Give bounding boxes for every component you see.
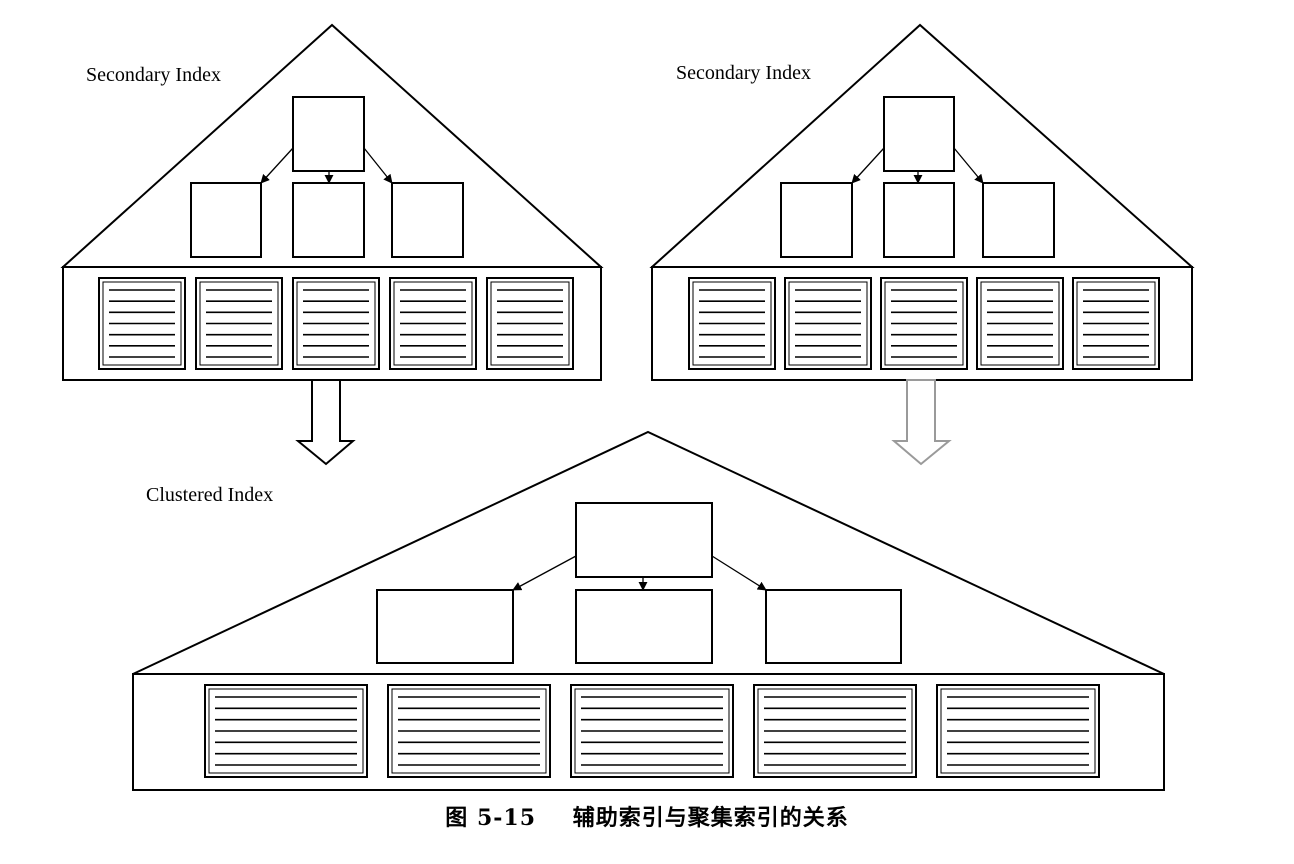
left-child-node bbox=[292, 182, 365, 258]
left-root-node bbox=[292, 96, 365, 172]
figure-number: 图 5-15 bbox=[445, 805, 537, 831]
lookup-arrow-right bbox=[891, 379, 952, 466]
clustered-child-node bbox=[376, 589, 514, 664]
leaf-page bbox=[98, 277, 186, 370]
left-child-node bbox=[391, 182, 464, 258]
clustered-index: Clustered Index bbox=[132, 430, 1165, 791]
secondary-index-left-label: Secondary Index bbox=[86, 64, 221, 86]
right-pointer-arrow bbox=[953, 147, 984, 184]
leaf-page bbox=[486, 277, 574, 370]
leaf-page-inner-border bbox=[692, 281, 772, 366]
leaf-page bbox=[1072, 277, 1160, 370]
leaf-page bbox=[753, 684, 917, 778]
leaf-page bbox=[880, 277, 968, 370]
clustered-leaf-pages bbox=[204, 684, 1100, 778]
leaf-page bbox=[936, 684, 1100, 778]
clustered-index-leaf-level bbox=[132, 673, 1165, 791]
clustered-child-node bbox=[575, 589, 713, 664]
leaf-page-inner-border bbox=[980, 281, 1060, 366]
left-pointer-arrow bbox=[363, 147, 393, 184]
leaf-page-inner-border bbox=[574, 688, 730, 774]
leaf-page bbox=[204, 684, 368, 778]
leaf-page bbox=[387, 684, 551, 778]
secondary-index-left: Secondary Index bbox=[60, 23, 604, 381]
leaf-page-inner-border bbox=[393, 281, 473, 366]
leaf-page bbox=[784, 277, 872, 370]
clustered-child-node bbox=[765, 589, 902, 664]
leaf-page bbox=[389, 277, 477, 370]
left-pointer-arrow bbox=[260, 147, 294, 184]
leaf-page-inner-border bbox=[490, 281, 570, 366]
leaf-page-inner-border bbox=[102, 281, 182, 366]
leaf-page bbox=[688, 277, 776, 370]
leaf-page-inner-border bbox=[940, 688, 1096, 774]
right-root-node bbox=[883, 96, 955, 172]
clustered-pointer-arrow bbox=[512, 555, 577, 591]
right-leaf-pages bbox=[688, 277, 1160, 370]
right-child-node bbox=[982, 182, 1055, 258]
secondary-index-right-label: Secondary Index bbox=[676, 62, 811, 84]
figure-caption: 图 5-15 辅助索引与聚集索引的关系 bbox=[0, 800, 1294, 832]
left-child-node bbox=[190, 182, 262, 258]
leaf-page-inner-border bbox=[391, 688, 547, 774]
right-child-node bbox=[883, 182, 955, 258]
leaf-page-inner-border bbox=[1076, 281, 1156, 366]
secondary-index-right: Secondary Index bbox=[649, 23, 1195, 381]
leaf-page-inner-border bbox=[788, 281, 868, 366]
leaf-page bbox=[976, 277, 1064, 370]
leaf-page-inner-border bbox=[884, 281, 964, 366]
leaf-page-inner-border bbox=[208, 688, 364, 774]
leaf-page bbox=[195, 277, 283, 370]
leaf-page-inner-border bbox=[199, 281, 279, 366]
right-pointer-arrow bbox=[851, 147, 885, 184]
clustered-index-label: Clustered Index bbox=[146, 484, 273, 506]
leaf-page bbox=[570, 684, 734, 778]
clustered-pointer-arrow bbox=[711, 555, 767, 591]
lookup-arrow-left bbox=[295, 379, 356, 466]
clustered-root-node bbox=[575, 502, 713, 578]
figure-caption-text: 辅助索引与聚集索引的关系 bbox=[572, 805, 849, 831]
left-leaf-pages bbox=[98, 277, 574, 370]
leaf-page-inner-border bbox=[757, 688, 913, 774]
leaf-page bbox=[292, 277, 380, 370]
leaf-page-inner-border bbox=[296, 281, 376, 366]
right-child-node bbox=[780, 182, 853, 258]
